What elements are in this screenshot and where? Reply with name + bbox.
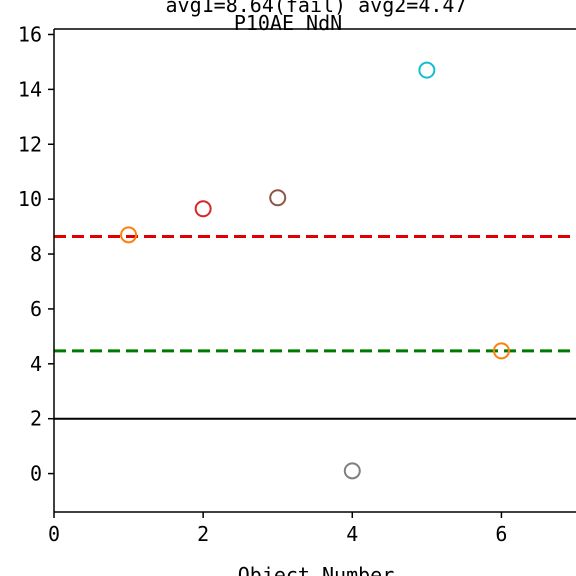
data-point-5 [492,342,510,360]
reference-lines [54,234,576,420]
data-point-4 [418,61,436,79]
data-point-0 [120,226,138,244]
y-tick-label-4: 8 [30,242,42,266]
data-point-2 [269,189,287,207]
y-tick-label-1: 2 [30,407,42,431]
y-axis-ticks: 0 2 4 6 8 10 12 14 16 [18,22,54,486]
y-tick-label-8: 16 [18,22,42,46]
x-tick-label-1: 2 [197,522,209,546]
x-axis-ticks: 0 2 4 6 [48,512,507,546]
y-tick-label-7: 14 [18,77,42,101]
x-axis-label: Object Number [238,563,395,576]
y-tick-label-5: 10 [18,187,42,211]
x-tick-label-2: 4 [346,522,358,546]
data-point-3 [343,462,361,480]
x-tick-label-3: 6 [495,522,507,546]
x-tick-label-0: 0 [48,522,60,546]
chart-title-line2: P10AE NdN [234,11,342,35]
y-tick-label-3: 6 [30,297,42,321]
y-tick-label-2: 4 [30,352,42,376]
chart-title-line1: avg1=8.64(fail) avg2=4.47 [165,0,466,17]
y-tick-label-0: 0 [30,462,42,486]
y-tick-label-6: 12 [18,132,42,156]
data-points [120,61,510,480]
data-point-1 [194,200,212,218]
